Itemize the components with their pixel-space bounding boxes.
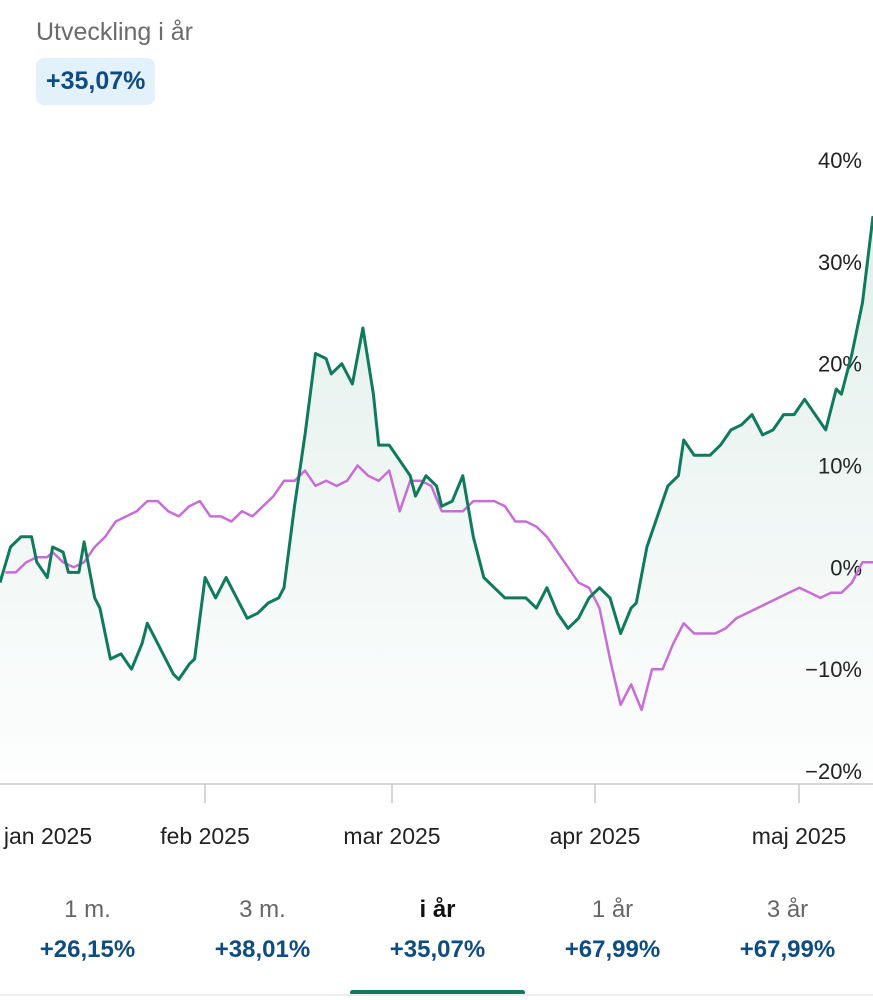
y-tick-label: 40% xyxy=(818,148,862,173)
comparison-series-line xyxy=(5,464,873,712)
performance-badge: +35,07% xyxy=(36,58,156,105)
chart-header-title: Utveckling i år xyxy=(36,18,193,46)
tab-label: 1 år xyxy=(591,896,634,923)
tab-3-months[interactable]: 3 m. +38,01% xyxy=(175,890,350,964)
tab-value: +67,99% xyxy=(564,936,661,963)
x-tick-label: maj 2025 xyxy=(752,823,847,849)
tab-label: i år xyxy=(419,896,456,923)
tab-value: +38,01% xyxy=(214,936,311,963)
x-axis-ticks: jan 2025 feb 2025 mar 2025 apr 2025 maj 2025 xyxy=(3,784,846,849)
tab-value: +67,99% xyxy=(739,936,836,963)
tab-1-year[interactable]: 1 år +67,99% xyxy=(525,890,700,964)
tab-1-month[interactable]: 1 m. +26,15% xyxy=(0,890,175,964)
tab-ytd[interactable]: i år +35,07% xyxy=(350,890,525,964)
tab-value: +35,07% xyxy=(389,936,486,963)
main-series-area xyxy=(0,216,873,771)
tab-3-years[interactable]: 3 år +67,99% xyxy=(700,890,873,964)
tab-label: 3 m. xyxy=(239,896,286,923)
x-tick-label: apr 2025 xyxy=(550,823,641,849)
main-series-line xyxy=(0,215,873,681)
redacted-area xyxy=(185,58,385,138)
active-tab-indicator xyxy=(350,990,525,995)
tab-label: 3 år xyxy=(766,896,809,923)
tab-value: +26,15% xyxy=(39,936,136,963)
x-tick-label: jan 2025 xyxy=(3,823,92,849)
y-tick-label: 30% xyxy=(818,250,862,275)
bottom-divider xyxy=(0,994,873,996)
x-tick-label: feb 2025 xyxy=(160,823,250,849)
x-tick-label: mar 2025 xyxy=(343,823,440,849)
tab-label: 1 m. xyxy=(64,896,111,923)
period-tabs: 1 m. +26,15% 3 m. +38,01% i år +35,07% 1… xyxy=(0,890,873,1000)
